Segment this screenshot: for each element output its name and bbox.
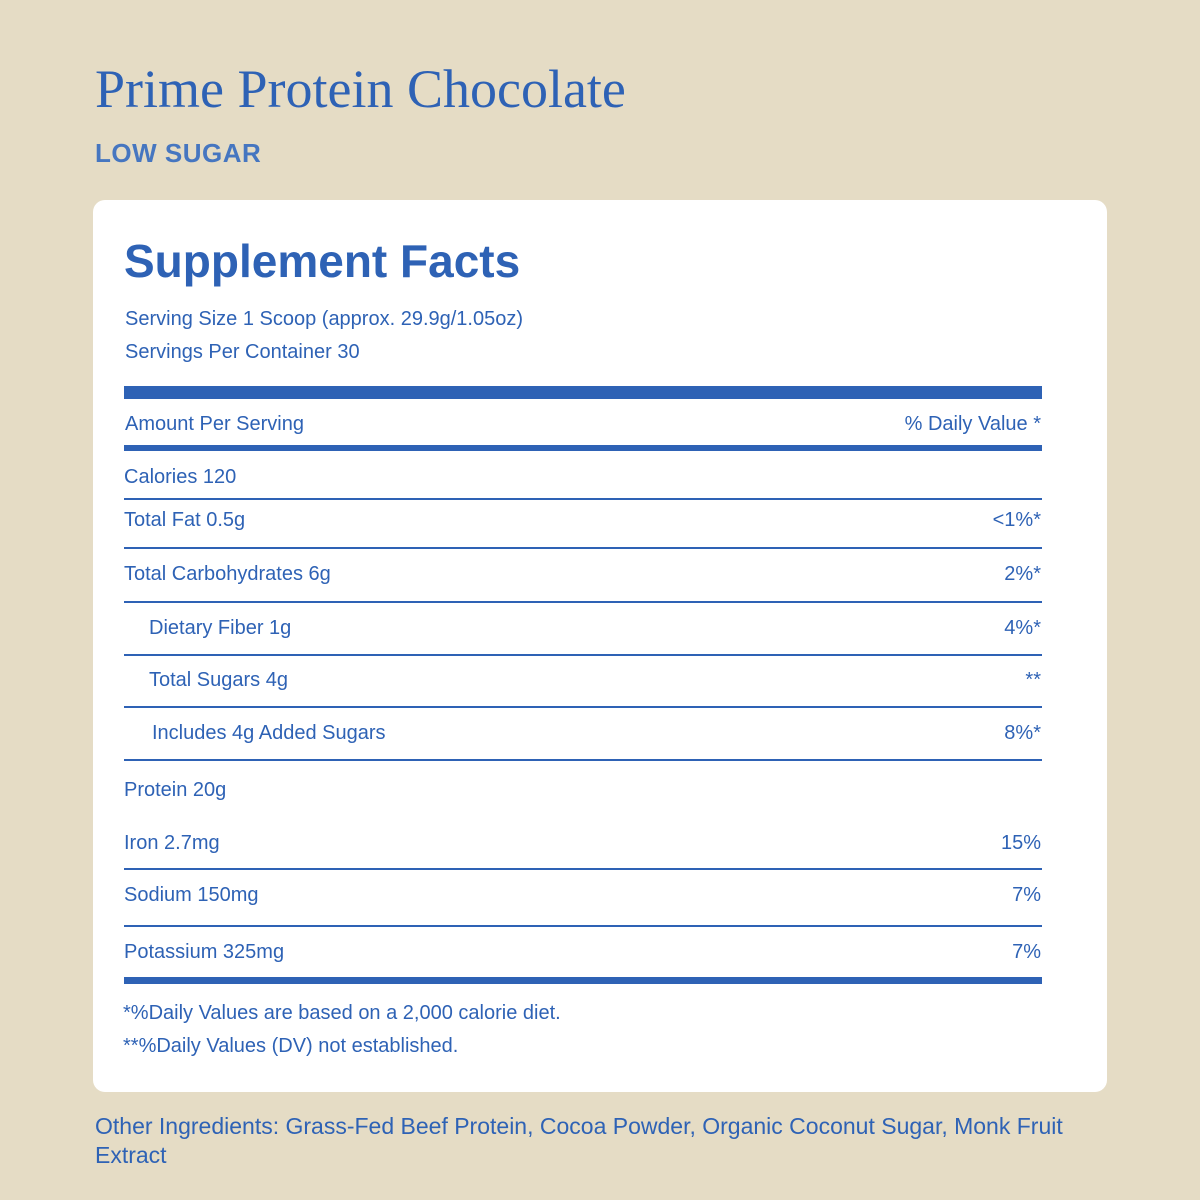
daily-value: 15% xyxy=(1000,832,1041,854)
nutrient-label: Calories 120 xyxy=(124,466,237,488)
amount-header: Amount Per Serving xyxy=(125,413,304,435)
nutrient-label: Potassium 325mg xyxy=(124,941,285,963)
daily-value: 4%* xyxy=(1004,617,1041,639)
medium-rule xyxy=(124,445,1042,451)
nutrient-label: Includes 4g Added Sugars xyxy=(152,722,386,744)
product-subtitle: LOW SUGAR xyxy=(95,138,262,168)
row-rule xyxy=(124,706,1042,708)
facts-title: Supplement Facts xyxy=(124,235,521,287)
row-rule xyxy=(124,868,1042,870)
thick-rule xyxy=(124,386,1042,399)
daily-value: 8%* xyxy=(1004,722,1041,744)
daily-value: <1%* xyxy=(992,509,1041,531)
row-rule xyxy=(124,925,1042,927)
servings-per-container: Servings Per Container 30 xyxy=(125,341,360,363)
serving-size: Serving Size 1 Scoop (approx. 29.9g/1.05… xyxy=(125,308,524,330)
nutrient-label: Total Sugars 4g xyxy=(149,669,288,691)
row-rule xyxy=(124,547,1042,549)
nutrient-label: Iron 2.7mg xyxy=(124,832,220,854)
row-rule xyxy=(124,759,1042,761)
row-rule xyxy=(124,498,1042,500)
nutrient-label: Sodium 150mg xyxy=(124,884,259,906)
row-rule xyxy=(124,601,1042,603)
row-rule xyxy=(124,654,1042,656)
nutrient-label: Protein 20g xyxy=(124,779,227,801)
facts-panel: Supplement Facts Serving Size 1 Scoop (a… xyxy=(93,200,1107,1092)
nutrient-label: Dietary Fiber 1g xyxy=(149,617,292,639)
footnote: **%Daily Values (DV) not established. xyxy=(123,1035,459,1057)
other-ingredients: Other Ingredients: Grass-Fed Beef Protei… xyxy=(95,1113,1063,1168)
daily-value: 2%* xyxy=(1004,563,1041,585)
footnote: *%Daily Values are based on a 2,000 calo… xyxy=(123,1002,561,1024)
nutrient-label: Total Carbohydrates 6g xyxy=(124,563,331,585)
nutrient-label: Total Fat 0.5g xyxy=(124,509,246,531)
product-title: Prime Protein Chocolate xyxy=(95,59,626,119)
thick-rule xyxy=(124,977,1042,984)
daily-value: 7% xyxy=(1012,941,1041,963)
daily-value: 7% xyxy=(1012,884,1041,906)
dv-header: % Daily Value * xyxy=(904,413,1041,435)
daily-value: ** xyxy=(1025,669,1041,691)
